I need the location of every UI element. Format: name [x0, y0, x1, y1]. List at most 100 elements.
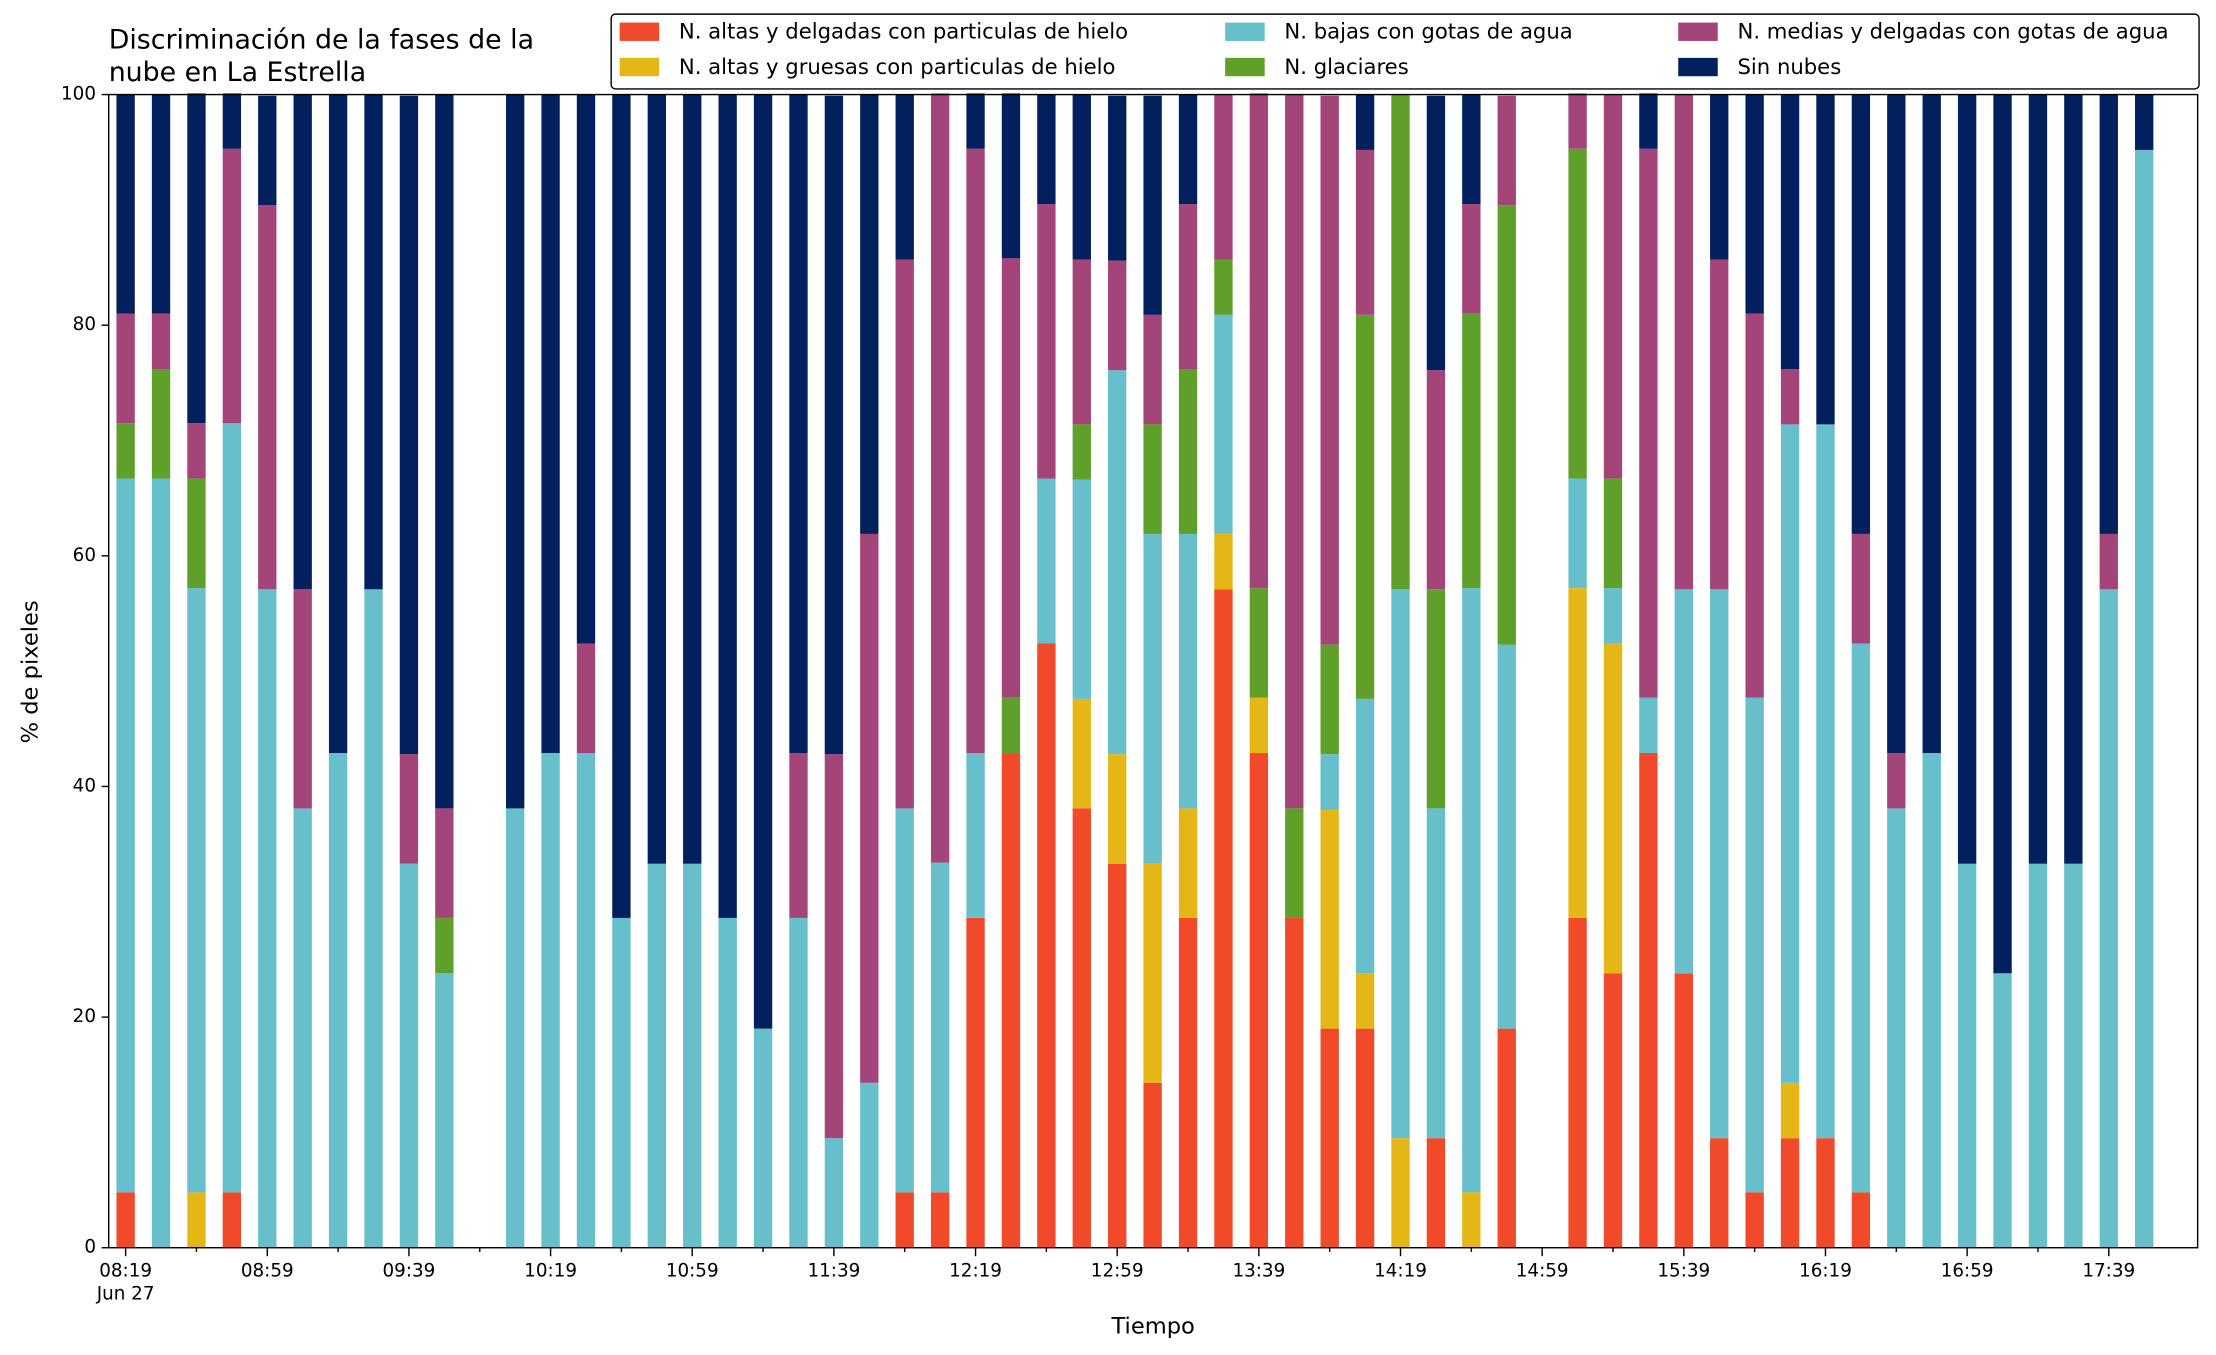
bar-segment	[541, 753, 560, 1248]
bar-segment	[1639, 93, 1658, 149]
bar-segment	[753, 1028, 773, 1248]
bar-segment	[930, 1192, 950, 1248]
bar-segment	[1072, 259, 1091, 425]
bar-segment	[1745, 313, 1764, 698]
bar-segment	[1320, 754, 1339, 810]
bar-segment	[1072, 479, 1091, 699]
bar-segment	[1957, 863, 1977, 1248]
bar-segment	[151, 313, 171, 370]
bar-segment	[1143, 424, 1162, 534]
legend-label: Sin nubes	[1738, 54, 1842, 79]
bar-segment	[647, 863, 667, 1248]
bar-segment	[1037, 94, 1056, 205]
bar-segment	[1462, 1192, 1481, 1248]
bar-segment	[1001, 697, 1021, 754]
x-tick-label: 08:59	[241, 1261, 294, 1282]
bar-segment	[541, 94, 560, 754]
bar-segment	[2099, 589, 2118, 1248]
bar-segment	[895, 1192, 914, 1248]
x-tick-label: 12:59	[1091, 1261, 1144, 1282]
bar-segment	[1639, 148, 1658, 698]
bar-segment	[789, 753, 808, 918]
bar-segment	[1108, 370, 1127, 755]
bar-segment	[1603, 643, 1623, 974]
bar-segment	[1639, 753, 1658, 1248]
bar-segment	[1320, 809, 1339, 1029]
bar-segment	[1320, 644, 1339, 755]
bar-segment	[966, 917, 985, 1248]
bar-segment	[1851, 94, 1871, 534]
bar-segment	[824, 754, 844, 1139]
bar-segment	[2028, 94, 2048, 864]
bar-segment	[1426, 589, 1446, 809]
bar-segment	[187, 93, 206, 424]
bar-segment	[1816, 424, 1835, 1139]
bar-segment	[1426, 1138, 1446, 1248]
bar-segment	[1568, 93, 1587, 149]
legend-swatch	[619, 57, 660, 77]
bar-segment	[966, 753, 985, 918]
bar-segment	[187, 1192, 206, 1248]
bar-segment	[824, 1138, 844, 1248]
x-tick-label: 11:39	[807, 1261, 860, 1282]
bar-segment	[1993, 973, 2012, 1248]
legend-box	[610, 13, 2200, 90]
bar-segment	[1178, 533, 1198, 809]
bar-segment	[1426, 95, 1446, 371]
bar-segment	[1143, 863, 1162, 1083]
bar-segment	[1320, 95, 1339, 645]
y-tick-label: 60	[73, 545, 96, 566]
bar-segment	[328, 94, 348, 754]
bar-segment	[1072, 94, 1091, 260]
bar-segment	[1426, 370, 1446, 590]
bar-segment	[116, 478, 135, 1193]
bar-segment	[1001, 753, 1021, 1248]
bar-segment	[151, 478, 171, 1248]
legend-label: N. altas y delgadas con particulas de hi…	[679, 18, 1128, 43]
bar-segment	[1745, 1192, 1764, 1248]
bar-segment	[1355, 149, 1375, 315]
bar-segment	[222, 93, 242, 149]
bar-segment	[116, 1192, 135, 1248]
bar-segment	[1497, 95, 1516, 206]
bar-segment	[860, 94, 879, 534]
bar-segment	[1072, 698, 1091, 809]
bar-segment	[1497, 205, 1516, 645]
x-tick-label: 15:39	[1657, 1261, 1710, 1282]
plot-frame	[107, 93, 2199, 1249]
bar-segment	[1249, 93, 1269, 589]
bar-segment	[2028, 863, 2048, 1248]
bar-segment	[1320, 1028, 1339, 1248]
bar-segment	[1037, 478, 1056, 644]
bar-segment	[895, 259, 914, 809]
bar-segment	[364, 94, 383, 590]
bar-segment	[1143, 314, 1162, 425]
legend-label: N. bajas con gotas de agua	[1284, 18, 1572, 43]
bar-segment	[1249, 697, 1269, 754]
bar-segment	[1816, 1138, 1835, 1248]
bar-segment	[612, 917, 631, 1248]
bar-segment	[1285, 94, 1304, 809]
y-tick-label: 0	[84, 1237, 96, 1258]
bar-segment	[435, 917, 454, 974]
bar-segment	[1780, 94, 1800, 370]
y-tick-label: 80	[73, 314, 96, 335]
bar-segment	[1072, 424, 1091, 480]
bar-segment	[1780, 1082, 1800, 1139]
bar-segment	[1922, 753, 1941, 1248]
bar-segment	[1462, 588, 1481, 1193]
bar-segment	[576, 753, 596, 1248]
bar-segment	[1285, 917, 1304, 1248]
bar-segment	[1780, 1138, 1800, 1248]
bar-segment	[435, 94, 454, 809]
bar-segment	[1143, 95, 1162, 315]
x-tick-label: 10:19	[524, 1261, 577, 1282]
bar-segment	[1603, 94, 1623, 479]
legend-swatch	[1678, 57, 1718, 77]
bar-segment	[1355, 698, 1375, 974]
bar-segment	[505, 94, 525, 809]
bar-segment	[1568, 478, 1587, 589]
bar-segment	[187, 423, 206, 479]
bar-segment	[151, 94, 171, 314]
